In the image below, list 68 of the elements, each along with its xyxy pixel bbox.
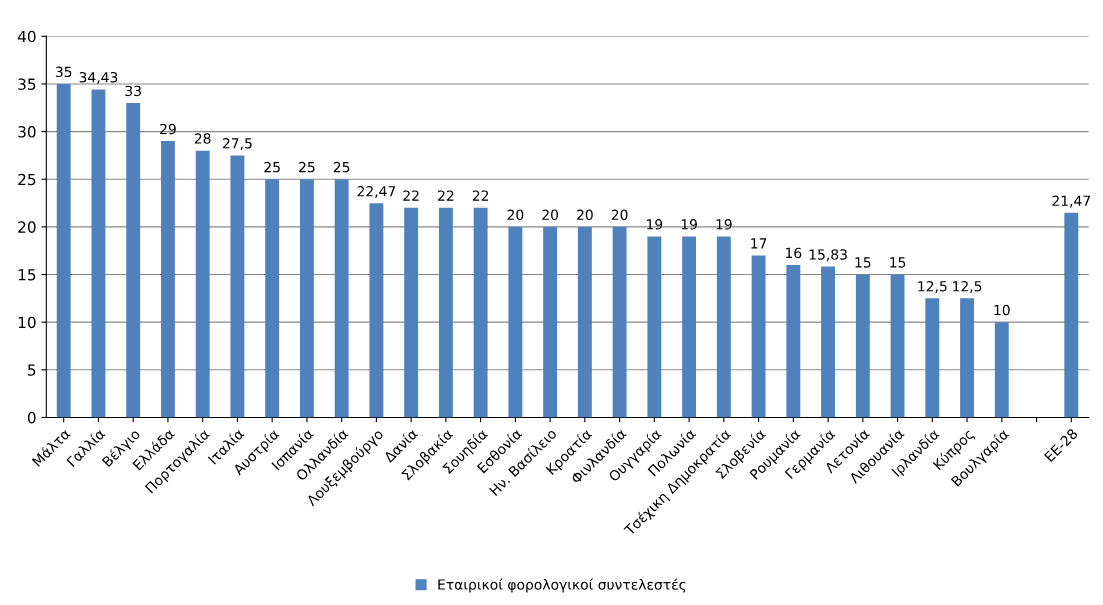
data-label: 15,83: [809, 249, 847, 262]
bar: [855, 274, 870, 418]
data-label: 34,43: [79, 72, 118, 84]
bar: [890, 274, 905, 418]
data-label: 21,47: [1052, 195, 1090, 208]
data-label: 25: [299, 161, 315, 173]
data-label: 16: [786, 247, 802, 259]
y-tick-label: 30: [18, 126, 36, 138]
bar: [786, 264, 801, 418]
bar: [925, 298, 940, 418]
bar: [126, 103, 141, 418]
bar: [647, 236, 662, 418]
bar: [1064, 212, 1079, 418]
data-label: 20: [577, 209, 593, 221]
bar: [994, 322, 1009, 418]
bar: [751, 255, 766, 418]
bar: [821, 266, 836, 418]
bar: [960, 298, 974, 418]
y-tick-label: 5: [28, 364, 36, 376]
bar: [577, 226, 592, 418]
data-label: 19: [647, 219, 663, 230]
legend-label: Εταιρικοί φορολογικοί συντελεστές: [438, 578, 686, 593]
bar: [716, 236, 731, 418]
data-label: 15: [890, 257, 906, 268]
data-label: 29: [160, 123, 176, 135]
bar: [473, 207, 488, 418]
data-label: 10: [994, 304, 1010, 316]
bar: [404, 207, 419, 418]
bar: [438, 207, 453, 418]
bar: [299, 179, 314, 418]
data-label: 12,5: [918, 280, 947, 293]
y-tick-label: 15: [18, 269, 36, 281]
y-tick-label: 0: [27, 411, 36, 424]
data-label: 22: [403, 190, 419, 201]
bar: [508, 226, 523, 418]
data-label: 20: [542, 209, 559, 221]
y-tick-label: 40: [17, 30, 36, 43]
data-label: 12,5: [953, 280, 982, 293]
bar: [369, 203, 384, 418]
data-label: 19: [681, 219, 697, 230]
bar: [91, 89, 106, 418]
data-label: 28: [194, 133, 211, 144]
bar: [612, 226, 627, 418]
bar: [682, 236, 697, 418]
data-label: 20: [611, 209, 628, 221]
data-label: 22: [472, 190, 489, 201]
data-label: 25: [264, 161, 280, 173]
data-label: 22,47: [357, 185, 396, 198]
data-label: 20: [507, 209, 524, 221]
data-label: 33: [125, 85, 141, 97]
y-tick-label: 25: [18, 173, 36, 186]
bar: [56, 83, 71, 418]
bar: [230, 155, 245, 418]
data-label: 25: [333, 161, 350, 173]
y-tick-label: 10: [18, 316, 36, 329]
bar: [265, 179, 280, 418]
bar: [543, 226, 558, 418]
data-label: 27,5: [222, 138, 252, 150]
data-label: 22: [438, 190, 454, 201]
data-label: 15: [855, 257, 871, 268]
data-label: 17: [751, 238, 767, 249]
bar: [195, 150, 210, 418]
bar: [334, 179, 349, 418]
bar: [160, 141, 175, 418]
y-tick-label: 20: [18, 221, 36, 233]
y-tick-label: 35: [18, 78, 36, 90]
data-label: 35: [55, 66, 72, 78]
data-label: 19: [716, 219, 732, 230]
